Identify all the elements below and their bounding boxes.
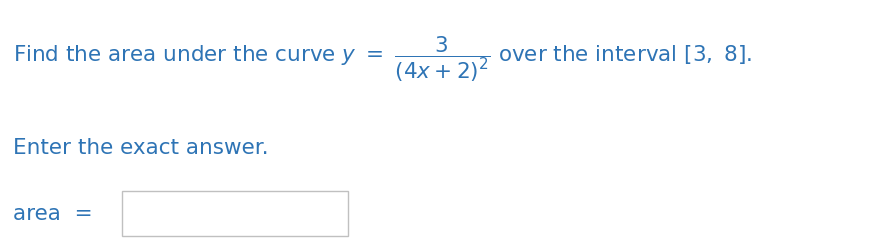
- Text: Find the area under the curve $y\ =\ \dfrac{3}{(4x + 2)^2}$ over the interval $[: Find the area under the curve $y\ =\ \df…: [13, 34, 752, 84]
- FancyBboxPatch shape: [121, 191, 348, 236]
- Text: Enter the exact answer.: Enter the exact answer.: [13, 138, 268, 158]
- Text: area  =: area =: [13, 204, 93, 224]
